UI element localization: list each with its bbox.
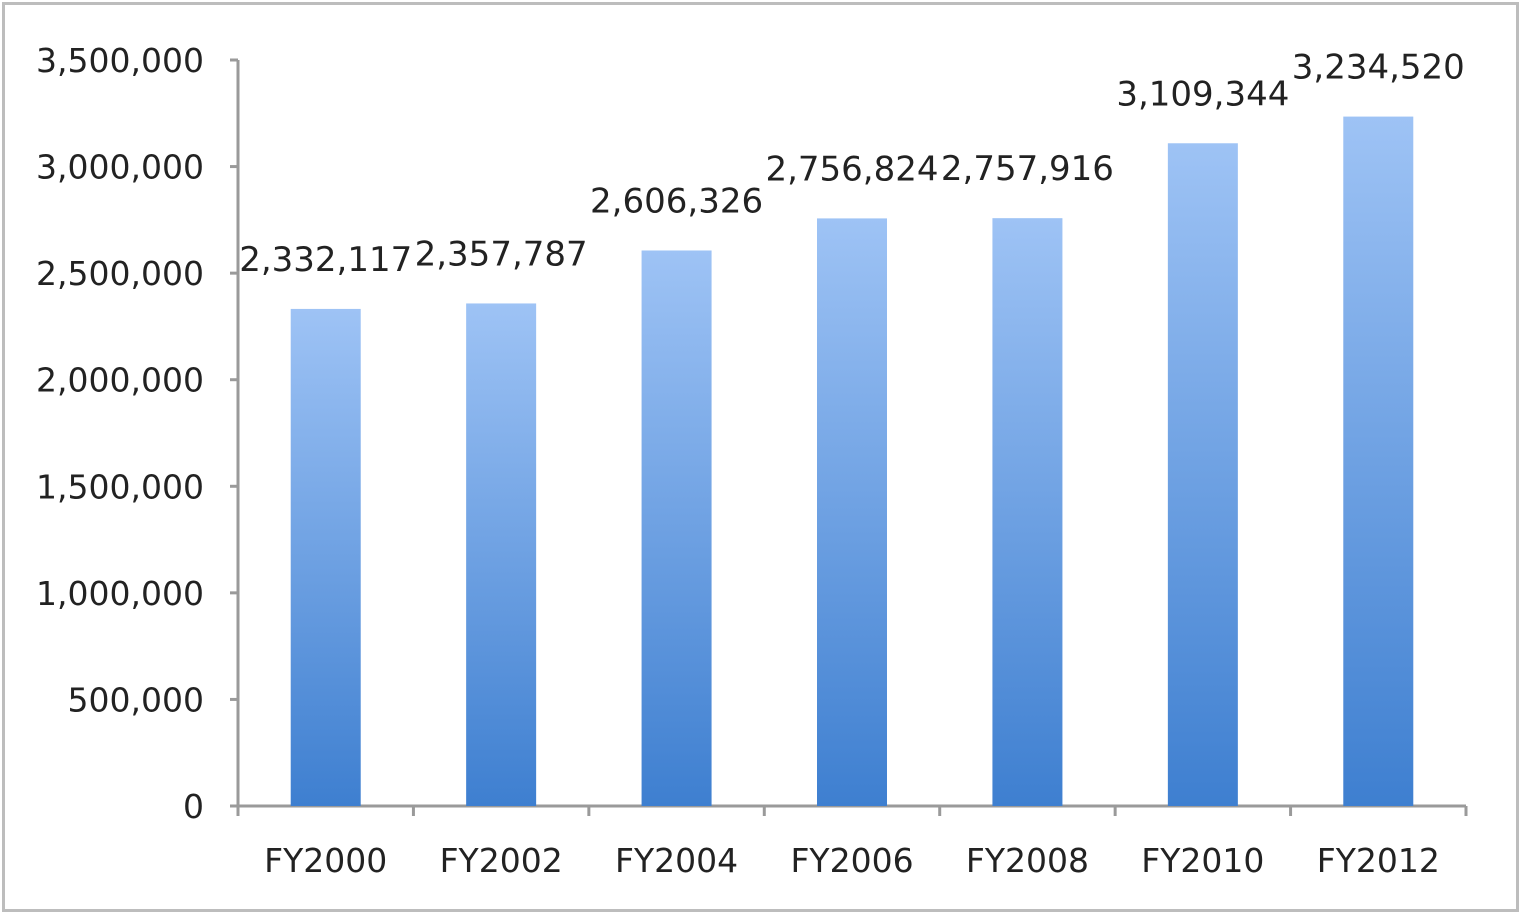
bar-fy2012 xyxy=(1343,116,1414,807)
data-label-fy2004: 2,606,326 xyxy=(590,181,763,221)
x-axis: FY2000 FY2002 FY2004 FY2006 FY2008 FY2010 FY20… xyxy=(236,804,1468,880)
x-tick-label: FY2000 xyxy=(264,841,387,880)
y-tick-label: 3,500,000 xyxy=(36,41,204,80)
data-label-fy2010: 3,109,344 xyxy=(1116,74,1289,114)
bar-fy2000 xyxy=(290,308,361,806)
x-tick-label: FY2004 xyxy=(615,841,738,880)
y-tick-label: 1,500,000 xyxy=(36,467,204,506)
y-tick-label: 3,000,000 xyxy=(36,148,204,187)
data-label-fy2006: 2,756,824 xyxy=(765,149,938,189)
data-label-fy2000: 2,332,117 xyxy=(239,240,412,280)
data-label-fy2008: 2,757,916 xyxy=(941,149,1114,189)
data-label-fy2012: 3,234,520 xyxy=(1292,48,1465,88)
y-tick-label: 2,000,000 xyxy=(36,361,204,400)
bar-fy2004 xyxy=(641,250,712,806)
bar-fy2010 xyxy=(1167,143,1238,807)
x-tick-label: FY2012 xyxy=(1317,841,1440,880)
bar-fy2006 xyxy=(817,218,887,806)
y-tick-label: 1,000,000 xyxy=(36,574,204,613)
y-tick-label: 2,500,000 xyxy=(36,254,204,293)
y-tick-label: 500,000 xyxy=(68,680,204,719)
bar-fy2008 xyxy=(992,218,1063,806)
x-tick-label: FY2008 xyxy=(966,841,1089,880)
x-tick-label: FY2006 xyxy=(790,841,913,880)
x-tick-label: FY2010 xyxy=(1141,841,1264,880)
y-tick-label: 0 xyxy=(183,787,204,826)
data-label-fy2002: 2,357,787 xyxy=(415,234,588,274)
bar-fy2002 xyxy=(466,303,537,806)
bars xyxy=(290,116,1414,807)
x-tick-label: FY2002 xyxy=(440,841,563,880)
y-axis: 0 500,000 1,000,000 1,500,000 2,000,000 2,500… xyxy=(36,41,240,826)
